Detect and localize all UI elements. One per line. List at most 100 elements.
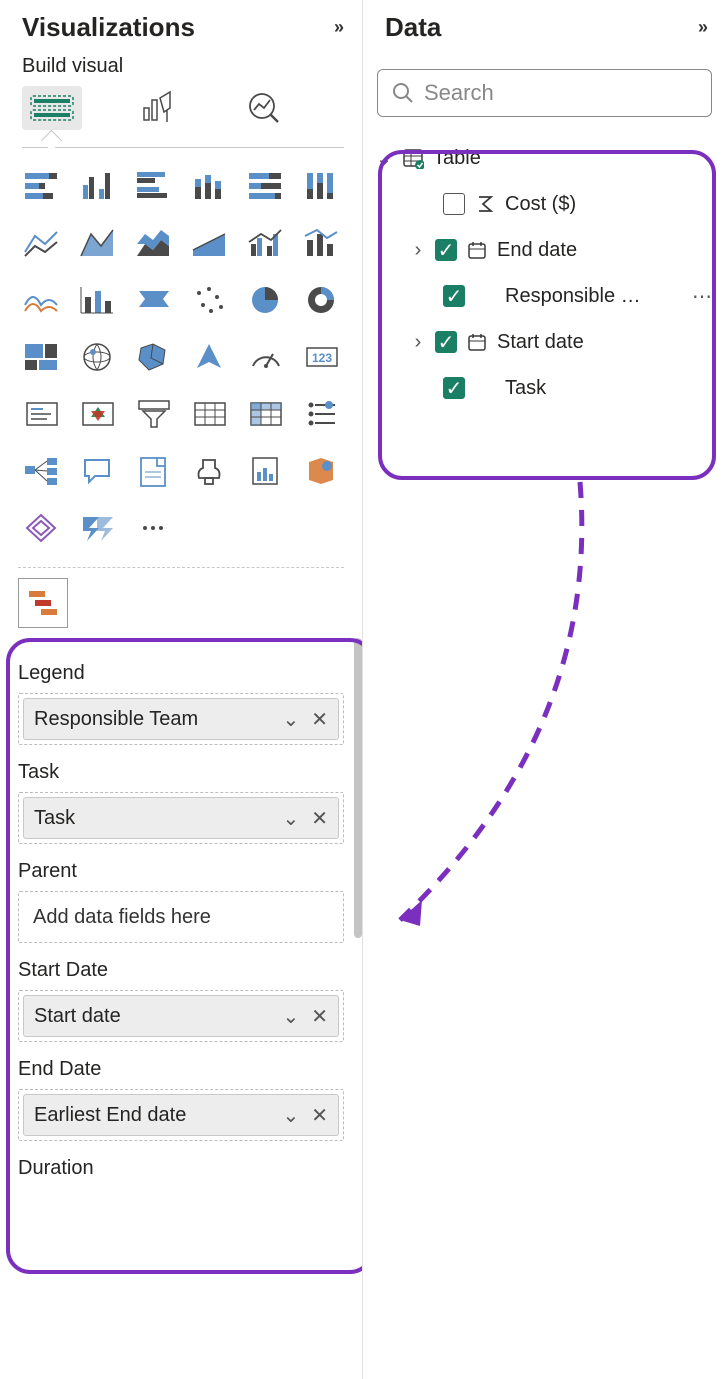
viz-clustered-column[interactable]: [74, 162, 121, 209]
well-label-duration: Duration: [18, 1153, 344, 1188]
field-row-enddate[interactable]: › ✓ End date: [375, 227, 716, 273]
viz-ribbon[interactable]: [298, 219, 345, 266]
checkbox[interactable]: ✓: [443, 285, 465, 307]
search-placeholder: Search: [424, 80, 494, 106]
viz-gauge[interactable]: [242, 333, 289, 380]
viz-line-stacked-column[interactable]: [186, 219, 233, 266]
viz-key-influencers[interactable]: [186, 447, 233, 494]
field-name: Cost ($): [505, 193, 716, 216]
well-label-task: Task: [18, 757, 344, 792]
remove-icon[interactable]: ✕: [311, 806, 328, 831]
visual-gallery: 123: [0, 148, 362, 557]
viz-treemap[interactable]: [298, 276, 345, 323]
well-pill-task[interactable]: Task ⌄ ✕: [23, 797, 339, 839]
data-pane: Data » Search ⌄ Table Cost ($): [363, 0, 726, 1379]
checkbox[interactable]: [443, 193, 465, 215]
chevron-down-icon[interactable]: ⌄: [282, 1103, 299, 1128]
chevron-down-icon[interactable]: ⌄: [282, 1004, 299, 1029]
viz-r-script[interactable]: [298, 390, 345, 437]
field-row-task[interactable]: ✓ Task: [375, 365, 716, 411]
well-pill-enddate[interactable]: Earliest End date ⌄✕: [23, 1094, 339, 1136]
viz-multi-row-card[interactable]: [18, 390, 65, 437]
viz-stacked-bar-h[interactable]: [18, 162, 65, 209]
table-row[interactable]: ⌄ Table: [375, 135, 716, 181]
viz-funnel[interactable]: [74, 276, 121, 323]
well-pill-text: Responsible Team: [34, 708, 198, 731]
checkbox[interactable]: ✓: [443, 377, 465, 399]
collapse-pane-icon[interactable]: »: [698, 17, 708, 38]
well-empty-parent: Add data fields here: [23, 896, 339, 938]
well-pill-startdate[interactable]: Start date ⌄✕: [23, 995, 339, 1037]
chevron-down-icon[interactable]: ⌄: [282, 707, 299, 732]
viz-area[interactable]: [74, 219, 121, 266]
viz-line[interactable]: [18, 219, 65, 266]
viz-power-automate[interactable]: [74, 504, 121, 551]
field-row-cost[interactable]: Cost ($): [375, 181, 716, 227]
viz-stacked-column[interactable]: [186, 162, 233, 209]
well-startdate[interactable]: Start date ⌄✕: [18, 990, 344, 1042]
viz-pane-title: Visualizations: [22, 12, 195, 43]
viz-100-stacked-bar[interactable]: [242, 162, 289, 209]
fields-tree: ⌄ Table Cost ($) › ✓ End date: [363, 129, 726, 411]
viz-matrix[interactable]: [242, 390, 289, 437]
viz-smart-narrative[interactable]: [130, 447, 177, 494]
well-label-parent: Parent: [18, 856, 344, 891]
viz-slicer[interactable]: [130, 390, 177, 437]
table-icon: [401, 147, 425, 169]
search-input[interactable]: Search: [377, 69, 712, 117]
more-options-icon[interactable]: ⋯: [692, 284, 716, 309]
well-task[interactable]: Task ⌄ ✕: [18, 792, 344, 844]
well-pill-text: Task: [34, 807, 75, 830]
viz-arcgis[interactable]: [298, 447, 345, 494]
field-row-startdate[interactable]: › ✓ Start date: [375, 319, 716, 365]
viz-table[interactable]: [186, 390, 233, 437]
viz-power-apps[interactable]: [18, 504, 65, 551]
collapse-pane-icon[interactable]: »: [334, 17, 344, 38]
tab-analytics[interactable]: [234, 86, 294, 130]
viz-scatter[interactable]: [130, 276, 177, 323]
well-label-startdate: Start Date: [18, 955, 344, 990]
well-enddate[interactable]: Earliest End date ⌄✕: [18, 1089, 344, 1141]
field-wells: Legend Responsible Team ⌄✕ Task Task ⌄✕ …: [0, 638, 362, 1188]
viz-qna[interactable]: [74, 447, 121, 494]
well-legend[interactable]: Responsible Team ⌄ ✕: [18, 693, 344, 745]
expand-icon[interactable]: ⌄: [375, 146, 393, 171]
viz-shape-map[interactable]: [130, 333, 177, 380]
viz-more[interactable]: [130, 504, 177, 551]
field-row-responsible[interactable]: ✓ Responsible … ⋯: [375, 273, 716, 319]
viz-azure-map[interactable]: [186, 333, 233, 380]
viz-card[interactable]: 123: [298, 333, 345, 380]
viz-filled-map[interactable]: [74, 333, 121, 380]
viz-pie[interactable]: [186, 276, 233, 323]
analytics-tab-icon: [246, 90, 282, 126]
remove-icon[interactable]: ✕: [311, 707, 328, 732]
data-pane-header: Data »: [363, 0, 726, 49]
search-icon: [392, 82, 414, 104]
viz-waterfall[interactable]: [18, 276, 65, 323]
remove-icon[interactable]: ✕: [311, 1004, 328, 1029]
chevron-down-icon[interactable]: ⌄: [282, 806, 299, 831]
checkbox[interactable]: ✓: [435, 239, 457, 261]
viz-map[interactable]: [18, 333, 65, 380]
viz-line-clustered-column[interactable]: [242, 219, 289, 266]
visualizations-pane: Visualizations » Build visual: [0, 0, 363, 1379]
remove-icon[interactable]: ✕: [311, 1103, 328, 1128]
expand-icon[interactable]: ›: [409, 239, 427, 262]
well-pill-legend[interactable]: Responsible Team ⌄ ✕: [23, 698, 339, 740]
custom-visual-gantt[interactable]: [18, 578, 68, 628]
expand-icon[interactable]: ›: [409, 331, 427, 354]
viz-clustered-bar-h[interactable]: [130, 162, 177, 209]
viz-100-stacked-column[interactable]: [298, 162, 345, 209]
viz-decomp-tree[interactable]: [18, 447, 65, 494]
checkbox[interactable]: ✓: [435, 331, 457, 353]
well-parent[interactable]: Add data fields here: [18, 891, 344, 943]
viz-stacked-area[interactable]: [130, 219, 177, 266]
field-name: Task: [505, 377, 716, 400]
viz-paginated-report[interactable]: [242, 447, 289, 494]
viz-donut[interactable]: [242, 276, 289, 323]
tab-fields[interactable]: [22, 86, 82, 130]
date-icon: [465, 332, 489, 352]
tab-divider: [22, 134, 344, 148]
tab-format[interactable]: [128, 86, 188, 130]
viz-kpi[interactable]: [74, 390, 121, 437]
